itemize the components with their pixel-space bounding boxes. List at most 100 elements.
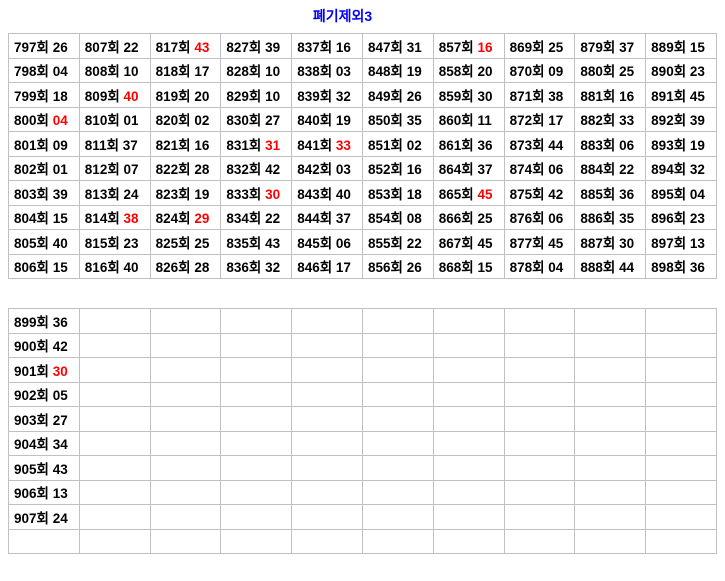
empty-cell — [503, 357, 576, 383]
draw-number: 856회 — [367, 260, 403, 276]
draw-value: 06 — [548, 162, 564, 178]
draw-number: 812회 — [84, 162, 120, 178]
result-cell: 899회 36 — [8, 308, 80, 334]
draw-number: 875회 — [509, 186, 545, 202]
table-row: 899회 36 — [8, 308, 717, 334]
empty-cell — [574, 406, 647, 432]
draw-number: 878회 — [509, 260, 545, 276]
draw-value: 32 — [689, 162, 705, 178]
draw-value: 17 — [194, 64, 210, 80]
draw-number: 897회 — [651, 235, 687, 251]
draw-value: 18 — [52, 88, 68, 104]
draw-value: 22 — [123, 39, 139, 55]
draw-number: 837회 — [297, 39, 333, 55]
draw-value: 27 — [265, 113, 281, 129]
empty-cell — [220, 381, 293, 407]
empty-cell — [149, 430, 222, 456]
draw-value: 35 — [619, 211, 635, 227]
empty-cell — [574, 308, 647, 334]
draw-value: 07 — [123, 162, 139, 178]
draw-value: 40 — [123, 260, 139, 276]
draw-value: 43 — [265, 235, 281, 251]
result-cell: 828회 10 — [220, 57, 293, 83]
draw-number: 865회 — [438, 186, 474, 202]
table-row: 803회 39 813회 24 823회 19 833회 30 843회 40 853회 … — [8, 180, 717, 206]
draw-value: 09 — [52, 137, 68, 153]
draw-value: 19 — [194, 186, 210, 202]
draw-results-table-lower: 899회 36 900회 42 901회 30 902회 05 903회 27 904회 … — [8, 308, 717, 554]
draw-number: 871회 — [509, 88, 545, 104]
empty-cell — [361, 332, 434, 358]
result-cell: 843회 40 — [291, 180, 363, 206]
empty-cell — [291, 308, 363, 334]
empty-cell — [78, 332, 151, 358]
draw-number: 801회 — [14, 137, 49, 153]
empty-cell — [574, 332, 647, 358]
draw-number: 823회 — [155, 186, 191, 202]
result-cell: 819회 20 — [149, 82, 222, 108]
draw-number: 815회 — [84, 235, 120, 251]
empty-cell — [220, 332, 293, 358]
empty-cell — [291, 479, 363, 505]
result-cell: 886회 35 — [574, 204, 647, 230]
draw-number: 891회 — [651, 88, 687, 104]
draw-number: 879회 — [580, 39, 616, 55]
draw-value: 24 — [52, 510, 68, 526]
result-cell: 869회 25 — [503, 33, 576, 59]
result-cell: 805회 40 — [8, 229, 80, 255]
draw-results-table-upper: 797회 26 807회 22 817회 43 827회 39 837회 16 847회 … — [8, 33, 717, 279]
empty-cell — [503, 332, 576, 358]
draw-value: 15 — [689, 39, 705, 55]
result-cell: 880회 25 — [574, 57, 647, 83]
result-cell: 809회 40 — [78, 82, 151, 108]
empty-cell — [574, 381, 647, 407]
draw-value: 43 — [194, 39, 210, 55]
result-cell: 831회 31 — [220, 131, 293, 157]
draw-value: 05 — [52, 388, 68, 404]
result-cell: 832회 42 — [220, 155, 293, 181]
result-cell: 854회 08 — [361, 204, 434, 230]
empty-cell — [220, 430, 293, 456]
draw-number: 896회 — [651, 211, 687, 227]
draw-number: 899회 — [14, 314, 49, 330]
draw-number: 834회 — [226, 211, 262, 227]
empty-cell — [361, 455, 434, 481]
result-cell: 856회 26 — [361, 253, 434, 279]
draw-value: 30 — [52, 363, 68, 379]
result-cell: 812회 07 — [78, 155, 151, 181]
draw-value: 36 — [689, 260, 705, 276]
result-cell: 861회 36 — [432, 131, 505, 157]
draw-number: 829회 — [226, 88, 262, 104]
empty-cell — [149, 357, 222, 383]
draw-number: 805회 — [14, 235, 49, 251]
draw-number: 842회 — [297, 162, 333, 178]
empty-cell — [645, 406, 717, 432]
result-cell: 820회 02 — [149, 106, 222, 132]
result-cell: 816회 40 — [78, 253, 151, 279]
draw-value: 19 — [689, 137, 705, 153]
empty-cell — [78, 504, 151, 530]
draw-number: 831회 — [226, 137, 262, 153]
draw-value: 35 — [406, 113, 422, 129]
draw-number: 799회 — [14, 88, 49, 104]
draw-number: 906회 — [14, 486, 49, 502]
result-cell: 835회 43 — [220, 229, 293, 255]
draw-value: 02 — [194, 113, 210, 129]
table-row: 902회 05 — [8, 381, 717, 407]
result-cell: 906회 13 — [8, 479, 80, 505]
draw-number: 872회 — [509, 113, 545, 129]
draw-value: 26 — [406, 88, 422, 104]
empty-cell — [503, 430, 576, 456]
draw-value: 32 — [335, 88, 351, 104]
draw-value: 26 — [52, 39, 68, 55]
empty-cell — [220, 308, 293, 334]
draw-value: 37 — [335, 211, 351, 227]
result-cell: 806회 15 — [8, 253, 80, 279]
draw-number: 861회 — [438, 137, 474, 153]
empty-cell — [220, 406, 293, 432]
empty-cell — [432, 332, 505, 358]
draw-value: 25 — [548, 39, 564, 55]
draw-number: 849회 — [367, 88, 403, 104]
draw-value: 42 — [548, 186, 564, 202]
result-cell: 824회 29 — [149, 204, 222, 230]
